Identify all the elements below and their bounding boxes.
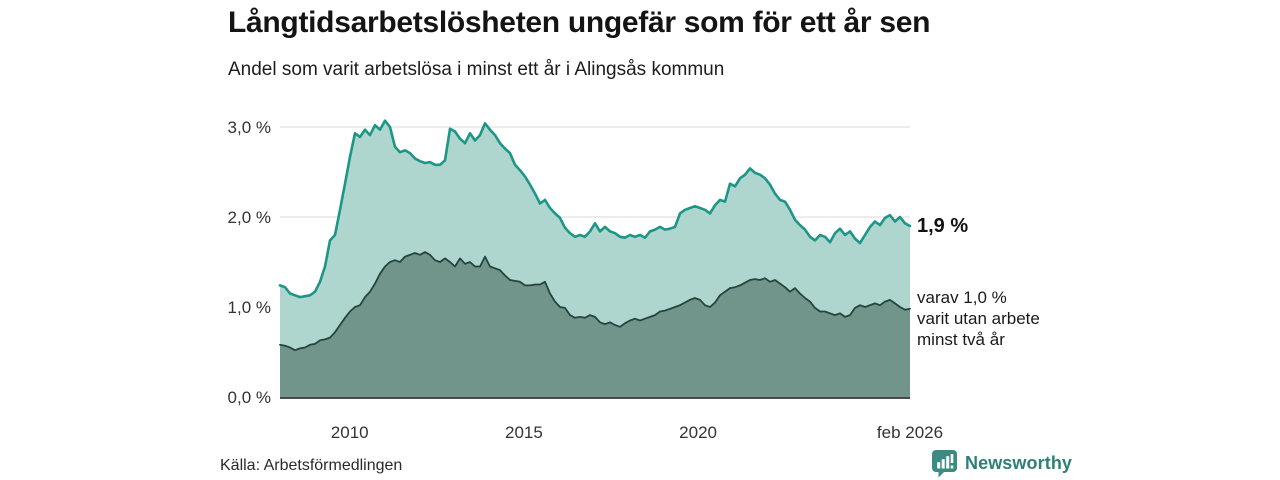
newsworthy-logo-icon xyxy=(931,449,958,478)
x-tick-label: 2020 xyxy=(679,423,717,442)
series-two_plus_years-line xyxy=(279,251,911,352)
series-two-year-label-line2: varit utan arbete xyxy=(917,309,1040,328)
series-two-year-label-line3: minst två år xyxy=(917,330,1005,349)
newsworthy-brand-name: Newsworthy xyxy=(965,452,1073,473)
series-two-year-label: varav 1,0 % varit utan arbete minst två … xyxy=(917,287,1040,350)
newsworthy-brand-link[interactable]: Newsworthy xyxy=(931,448,1072,478)
series-total-end-label: 1,9 % xyxy=(917,215,969,237)
source-credit: Källa: Arbetsförmedlingen xyxy=(220,457,403,474)
y-tick-label: 0,0 % xyxy=(228,388,271,407)
x-tick-label: feb 2026 xyxy=(877,423,943,442)
series-two_plus_years-area xyxy=(280,252,910,397)
x-tick-label: 2015 xyxy=(505,423,543,442)
x-tick-label: 2010 xyxy=(331,423,369,442)
chart-subtitle: Andel som varit arbetslösa i minst ett å… xyxy=(228,59,725,80)
y-tick-label: 1,0 % xyxy=(228,298,271,317)
page-title: Långtidsarbetslösheten ungefär som för e… xyxy=(228,6,931,39)
series-two-year-label-line1: varav 1,0 % xyxy=(917,288,1007,307)
y-tick-label: 2,0 % xyxy=(228,208,271,227)
y-tick-label: 3,0 % xyxy=(228,118,271,137)
series-total-line xyxy=(278,119,912,299)
